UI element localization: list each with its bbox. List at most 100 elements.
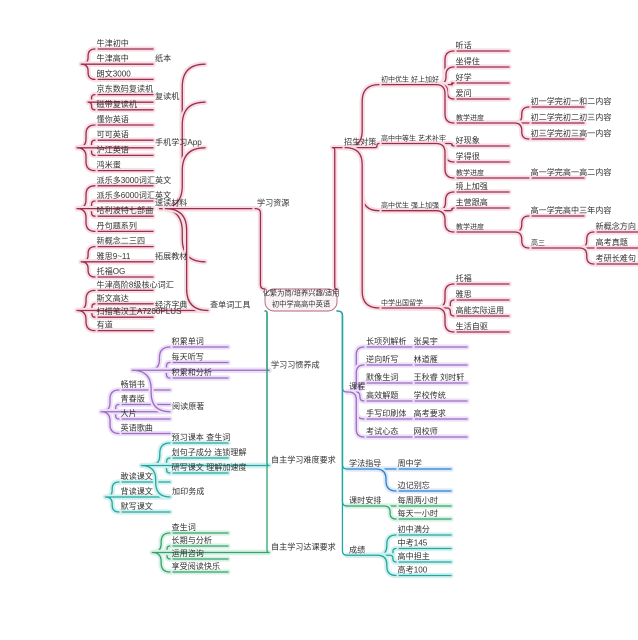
svg-text:学得很: 学得很: [456, 151, 480, 161]
svg-text:课程: 课程: [349, 382, 365, 391]
svg-text:考试心态: 考试心态: [366, 426, 398, 436]
svg-text:高考100: 高考100: [398, 565, 428, 575]
svg-text:网校师: 网校师: [414, 426, 438, 436]
svg-text:加印务成: 加印务成: [172, 486, 204, 496]
svg-text:学法指导: 学法指导: [349, 458, 381, 468]
svg-text:逆向听写: 逆向听写: [366, 354, 398, 364]
svg-text:速读材料: 速读材料: [155, 198, 187, 208]
svg-text:课时安排: 课时安排: [349, 495, 381, 505]
svg-text:教学进度: 教学进度: [456, 168, 484, 177]
svg-text:林道雁: 林道雁: [414, 354, 438, 364]
svg-text:初中满分: 初中满分: [398, 524, 430, 534]
svg-text:青春版: 青春版: [121, 394, 145, 404]
svg-text:教学进度: 教学进度: [456, 222, 484, 231]
svg-text:复读机: 复读机: [155, 91, 179, 101]
svg-text:有道: 有道: [97, 320, 113, 330]
svg-text:化繁为简/培养兴趣/适用: 化繁为简/培养兴趣/适用: [262, 289, 339, 298]
svg-text:畅销书: 畅销书: [121, 379, 145, 389]
svg-text:高三: 高三: [531, 238, 545, 247]
svg-text:沪江英语: 沪江英语: [97, 144, 129, 154]
svg-text:划句子成分 连锁理解: 划句子成分 连锁理解: [172, 447, 247, 457]
svg-text:每天听写: 每天听写: [172, 352, 204, 362]
svg-text:学校传统: 学校传统: [414, 390, 446, 400]
svg-text:主营跟高: 主营跟高: [456, 197, 488, 207]
svg-text:高能实际运用: 高能实际运用: [456, 305, 505, 315]
svg-text:长期与分析: 长期与分析: [172, 535, 212, 545]
svg-text:教学进度: 教学进度: [456, 113, 484, 122]
svg-text:学习习惯养成: 学习习惯养成: [271, 359, 320, 369]
svg-text:懂你英语: 懂你英语: [97, 114, 129, 124]
svg-text:长项列解析: 长项列解析: [366, 336, 406, 346]
svg-text:初中学高高中英语: 初中学高高中英语: [272, 299, 330, 308]
svg-text:可可英语: 可可英语: [97, 129, 129, 139]
svg-text:背读课文: 背读课文: [121, 486, 153, 496]
svg-text:好学: 好学: [456, 72, 472, 82]
svg-text:磁带复读机: 磁带复读机: [97, 99, 137, 109]
svg-text:默写课文: 默写课文: [121, 501, 153, 511]
svg-text:预习课本 查生词: 预习课本 查生词: [172, 432, 231, 442]
svg-text:高中担主: 高中担主: [398, 551, 430, 561]
svg-text:生活自驱: 生活自驱: [456, 321, 488, 331]
svg-text:每天一小时: 每天一小时: [398, 508, 438, 518]
svg-text:每周两小时: 每周两小时: [398, 495, 438, 505]
svg-text:初二学完初二初三内容: 初二学完初二初三内容: [531, 112, 612, 122]
svg-text:自主学习难度要求: 自主学习难度要求: [271, 455, 336, 465]
svg-text:派乐多3000词汇英文: 派乐多3000词汇英文: [97, 175, 172, 185]
svg-text:招生对策: 招生对策: [344, 137, 376, 147]
svg-text:京东数码复读机: 京东数码复读机: [97, 84, 154, 94]
svg-text:查生词: 查生词: [172, 522, 196, 532]
svg-text:张昊宇: 张昊宇: [414, 336, 438, 346]
svg-text:积累和分析: 积累和分析: [172, 367, 212, 377]
svg-text:积累单词: 积累单词: [172, 336, 204, 346]
svg-text:敢读课文: 敢读课文: [121, 471, 153, 481]
svg-text:英语歌曲: 英语歌曲: [121, 423, 153, 433]
svg-text:中考145: 中考145: [398, 538, 428, 548]
svg-text:爱问: 爱问: [456, 89, 472, 98]
svg-text:高一学完高一高二内容: 高一学完高一高二内容: [531, 167, 612, 177]
svg-text:阅读原著: 阅读原著: [172, 401, 204, 411]
svg-text:周中学: 周中学: [398, 458, 422, 468]
svg-text:牛津高阶8级核心词汇: 牛津高阶8级核心词汇: [97, 279, 174, 289]
svg-text:拓展教材: 拓展教材: [155, 251, 187, 261]
svg-text:好现象: 好现象: [456, 135, 480, 145]
svg-text:鸿米蛋: 鸿米蛋: [97, 160, 121, 170]
svg-text:高考真题: 高考真题: [596, 237, 628, 247]
svg-text:高中中等生 艺术补牢: 高中中等生 艺术补牢: [381, 134, 446, 143]
svg-text:运用咨询: 运用咨询: [172, 548, 204, 558]
svg-text:托福: 托福: [456, 273, 472, 283]
svg-text:雅思: 雅思: [456, 289, 472, 299]
svg-text:自主学习达课要求: 自主学习达课要求: [271, 542, 336, 552]
svg-text:手机学习App: 手机学习App: [155, 137, 202, 147]
svg-text:高效解题: 高效解题: [366, 390, 398, 400]
svg-text:默像生词: 默像生词: [366, 372, 398, 382]
svg-text:初一学完初一和二内容: 初一学完初一和二内容: [531, 96, 612, 106]
svg-text:享受阅读快乐: 享受阅读快乐: [172, 561, 221, 571]
svg-text:高考要求: 高考要求: [414, 408, 446, 418]
svg-text:成绩: 成绩: [349, 544, 365, 554]
svg-text:丹句题系列: 丹句题系列: [97, 220, 137, 230]
svg-text:牛津高中: 牛津高中: [97, 53, 129, 63]
svg-text:考研长难句: 考研长难句: [596, 253, 636, 263]
svg-text:牛津初中: 牛津初中: [97, 38, 129, 48]
svg-text:纸本: 纸本: [155, 53, 171, 63]
svg-text:初中优生 好上加好: 初中优生 好上加好: [381, 75, 439, 84]
svg-text:托福OG: 托福OG: [97, 266, 126, 276]
svg-text:境上加强: 境上加强: [456, 181, 488, 191]
svg-text:手写印刷体: 手写印刷体: [366, 408, 406, 418]
svg-text:研写课文 理解加速度: 研写课文 理解加速度: [172, 462, 247, 472]
svg-text:哈利波特七部曲: 哈利波特七部曲: [97, 205, 154, 215]
svg-text:朗文3000: 朗文3000: [97, 68, 132, 78]
svg-text:坐得住: 坐得住: [456, 56, 480, 66]
svg-text:初三学完初三高一内容: 初三学完初三高一内容: [531, 128, 612, 138]
svg-text:学习资源: 学习资源: [257, 198, 289, 208]
svg-text:雅思9~11: 雅思9~11: [97, 251, 131, 261]
svg-text:听话: 听话: [456, 40, 472, 50]
svg-text:新概念方向: 新概念方向: [596, 221, 636, 231]
svg-text:经济字典: 经济字典: [155, 300, 187, 310]
svg-text:王秋睿 刘时轩: 王秋睿 刘时轩: [414, 372, 465, 382]
svg-text:斯文高达: 斯文高达: [97, 293, 129, 303]
svg-text:高中优生 强上加强: 高中优生 强上加强: [381, 201, 439, 210]
svg-text:边记别忘: 边记别忘: [398, 480, 430, 490]
svg-text:中学出国留学: 中学出国留学: [381, 298, 423, 307]
svg-text:查单词工具: 查单词工具: [210, 300, 250, 310]
